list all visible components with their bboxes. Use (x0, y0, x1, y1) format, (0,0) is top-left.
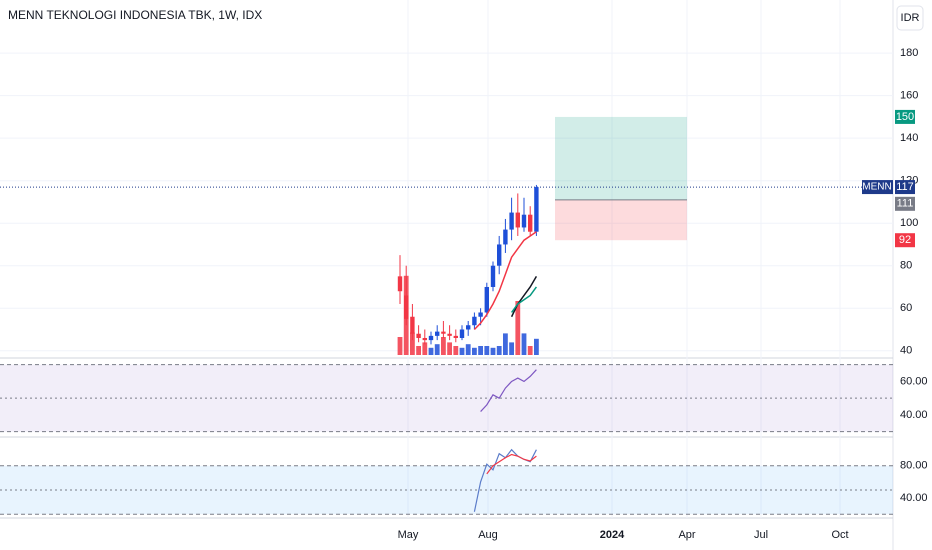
target-label-bg (895, 109, 915, 124)
x-tick-label: May (398, 529, 419, 541)
volume-bar (490, 347, 496, 355)
candle-body (422, 337, 427, 341)
rsi-line (480, 369, 537, 412)
candle-body (410, 316, 415, 334)
volume-bar (521, 333, 527, 355)
candle-body (453, 335, 458, 338)
stop-label: 92 (899, 234, 911, 246)
candle-body (416, 333, 421, 338)
candle-body (428, 335, 434, 341)
candle-body (484, 286, 489, 313)
volume-bar (428, 347, 434, 355)
x-tick-label: Aug (478, 529, 498, 541)
volume-bar (416, 346, 421, 355)
volume-bar (472, 347, 477, 355)
volume-bar (441, 337, 446, 355)
candle-body (528, 214, 533, 232)
last-price-label-bg (895, 180, 915, 195)
y-tick-label: 180 (900, 47, 918, 59)
volume-bar (509, 342, 514, 355)
y-tick-label: 60.00 (900, 375, 928, 387)
candle-body (466, 325, 471, 330)
y-tick-label: 80.00 (900, 460, 928, 472)
candle-body (490, 265, 496, 287)
stop-label-bg (895, 233, 915, 248)
x-tick-label: Jul (754, 529, 768, 541)
x-tick-label: Apr (678, 529, 695, 541)
chart-title: MENN TEKNOLOGI INDONESIA TBK, 1W, IDX (8, 8, 262, 22)
volume-bar (515, 301, 521, 355)
y-tick-label: 140 (900, 132, 918, 144)
candle-body (503, 229, 508, 245)
y-tick-label: 160 (900, 90, 918, 102)
moving-average (473, 231, 537, 331)
target-label: 150 (896, 111, 914, 123)
target-zone (555, 116, 687, 200)
entry-label: 111 (897, 198, 914, 210)
volume-bar (410, 332, 415, 355)
volume-bar (397, 337, 403, 355)
volume-bar (422, 342, 428, 355)
volume-bar (478, 346, 483, 355)
x-tick-label: Oct (831, 529, 848, 541)
volume-bar (453, 346, 459, 355)
currency-button[interactable] (896, 5, 924, 31)
symbol-label: MENN (862, 182, 891, 193)
moving-average (510, 286, 538, 313)
y-tick-label: 80 (900, 260, 912, 272)
candle-body (397, 276, 403, 292)
volume-bar (434, 344, 440, 355)
last-price-label: 117 (896, 181, 914, 193)
entry-label-bg (895, 196, 915, 211)
y-tick-label: 60 (900, 302, 912, 314)
volume-bar (503, 333, 508, 355)
candle-body (404, 295, 409, 319)
currency-label[interactable]: IDR (901, 12, 920, 24)
candle-body (435, 331, 440, 336)
y-tick-label: 40.00 (900, 409, 928, 421)
y-tick-label: 40 (900, 345, 912, 357)
x-tick-label: 2024 (600, 529, 625, 541)
candle-body (472, 316, 477, 326)
stop-zone (555, 199, 687, 241)
candle-body (515, 212, 520, 228)
volume-bar (527, 346, 533, 355)
y-tick-label: 40.00 (900, 492, 928, 504)
volume-bar (447, 342, 452, 355)
volume-bar (459, 347, 465, 355)
y-tick-label: 100 (900, 217, 918, 229)
candle-body (534, 187, 539, 232)
volume-bar (496, 346, 502, 355)
symbol-label-bg (862, 180, 893, 195)
candle-body (441, 331, 446, 334)
volume-bar (534, 338, 539, 355)
candle-body (478, 312, 483, 317)
candle-body (459, 329, 465, 338)
volume-bar (465, 344, 471, 355)
stoch-d-line (486, 453, 537, 475)
volume-bar (484, 346, 490, 355)
candle-body (497, 244, 502, 266)
candle-body (447, 333, 452, 336)
candle-body (509, 212, 514, 230)
moving-average (510, 275, 538, 318)
candle-body (521, 214, 527, 228)
